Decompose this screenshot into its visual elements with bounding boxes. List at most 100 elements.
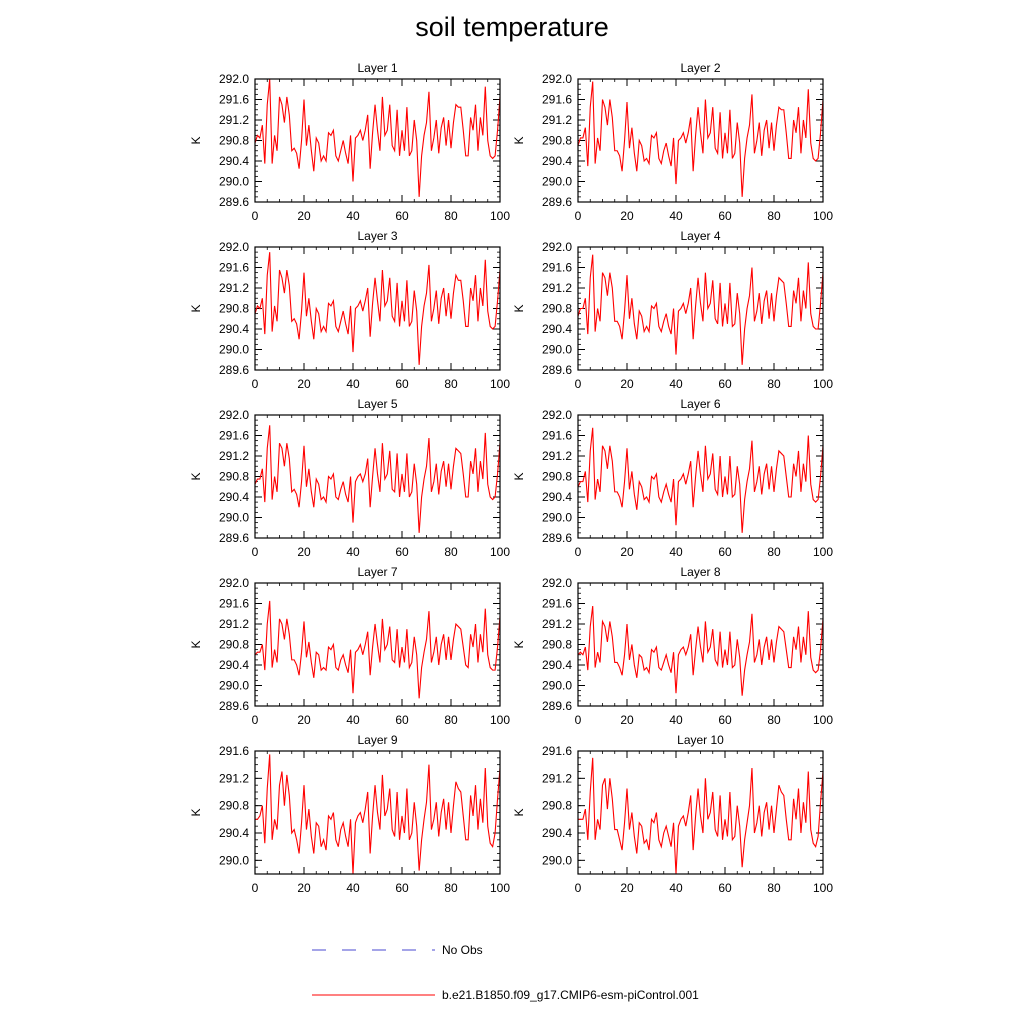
x-tick-label: 80 (767, 545, 781, 559)
y-tick-label: 290.0 (542, 343, 572, 357)
x-tick-label: 40 (669, 713, 683, 727)
x-tick-label: 60 (718, 545, 732, 559)
y-tick-label: 291.2 (219, 771, 249, 785)
plot-frame (254, 582, 501, 707)
y-tick-label: 290.0 (542, 511, 572, 525)
x-tick-label: 0 (575, 545, 582, 559)
y-axis-label: K (512, 472, 526, 480)
x-tick-label: 20 (297, 377, 311, 391)
x-tick-label: 20 (620, 713, 634, 727)
y-tick-label: 289.6 (542, 363, 572, 377)
panel-title: Layer 10 (677, 733, 724, 747)
y-axis-label: K (189, 808, 203, 816)
legend-label: b.e21.B1850.f09_g17.CMIP6-esm-piControl.… (442, 988, 699, 1002)
y-tick-label: 290.8 (219, 638, 249, 652)
series-line (577, 427, 824, 533)
x-tick-label: 80 (444, 713, 458, 727)
y-tick-label: 291.6 (219, 597, 249, 611)
y-tick-label: 291.6 (542, 93, 572, 107)
x-tick-label: 60 (718, 881, 732, 895)
panel-title: Layer 6 (680, 397, 720, 411)
x-tick-label: 80 (444, 545, 458, 559)
y-tick-label: 290.0 (219, 175, 249, 189)
y-tick-label: 291.2 (542, 113, 572, 127)
y-tick-label: 292.0 (542, 240, 572, 254)
x-tick-label: 40 (346, 377, 360, 391)
x-tick-label: 40 (346, 713, 360, 727)
y-tick-label: 290.0 (219, 511, 249, 525)
y-tick-label: 291.6 (542, 261, 572, 275)
y-tick-label: 291.2 (542, 617, 572, 631)
y-tick-label: 289.6 (542, 195, 572, 209)
x-tick-label: 100 (490, 545, 510, 559)
y-tick-label: 290.4 (542, 490, 572, 504)
y-tick-label: 291.6 (542, 597, 572, 611)
x-tick-label: 40 (669, 881, 683, 895)
y-tick-label: 292.0 (542, 408, 572, 422)
series-line (254, 252, 501, 365)
y-tick-label: 290.4 (542, 826, 572, 840)
y-tick-label: 290.4 (542, 322, 572, 336)
x-tick-label: 100 (813, 377, 833, 391)
panel-layer-10: 291.6 291.2 290.8 290.4 290.00 20 40 60 80 100 Lay… (512, 733, 833, 895)
plot-frame (254, 750, 501, 875)
x-tick-label: 20 (297, 545, 311, 559)
y-tick-label: 290.4 (219, 490, 249, 504)
x-tick-label: 40 (669, 209, 683, 223)
x-tick-label: 0 (252, 209, 259, 223)
x-tick-label: 80 (767, 881, 781, 895)
y-tick-label: 291.2 (542, 281, 572, 295)
y-tick-label: 289.6 (542, 699, 572, 713)
y-tick-label: 290.0 (542, 853, 572, 867)
y-axis-label: K (512, 136, 526, 144)
x-tick-label: 40 (669, 377, 683, 391)
y-axis-label: K (189, 136, 203, 144)
y-tick-label: 292.0 (219, 72, 249, 86)
y-axis-label: K (512, 304, 526, 312)
x-tick-label: 0 (252, 545, 259, 559)
series-line (577, 81, 824, 197)
x-tick-label: 60 (718, 713, 732, 727)
y-tick-label: 291.2 (219, 449, 249, 463)
y-tick-label: 290.4 (542, 658, 572, 672)
panel-title: Layer 2 (680, 61, 720, 75)
y-tick-label: 290.8 (542, 134, 572, 148)
panel-title: Layer 4 (680, 229, 720, 243)
plot-frame (577, 750, 824, 875)
x-tick-label: 0 (252, 713, 259, 727)
x-tick-label: 0 (575, 881, 582, 895)
plot-frame (577, 78, 824, 203)
plot-frame (254, 246, 501, 371)
y-tick-label: 292.0 (219, 240, 249, 254)
y-tick-label: 290.8 (219, 302, 249, 316)
plot-frame (577, 414, 824, 539)
y-tick-label: 292.0 (542, 576, 572, 590)
y-tick-label: 291.2 (542, 771, 572, 785)
x-tick-label: 20 (620, 377, 634, 391)
panel-title: Layer 8 (680, 565, 720, 579)
y-tick-label: 290.8 (219, 799, 249, 813)
x-tick-label: 20 (620, 881, 634, 895)
y-axis-label: K (189, 304, 203, 312)
y-tick-label: 289.6 (219, 363, 249, 377)
legend: No Obs b.e21.B1850.f09_g17.CMIP6-esm-piCo… (312, 943, 699, 1002)
x-tick-label: 80 (444, 881, 458, 895)
x-tick-label: 80 (444, 377, 458, 391)
series-line (254, 78, 501, 197)
y-tick-label: 290.0 (219, 679, 249, 693)
y-tick-label: 291.2 (219, 281, 249, 295)
y-tick-label: 291.6 (219, 429, 249, 443)
y-tick-label: 291.6 (542, 429, 572, 443)
x-tick-label: 20 (620, 209, 634, 223)
panel-layer-1: 292.0 291.6 291.2 290.8 290.4 290.0 289.60 20 40… (189, 61, 510, 223)
x-tick-label: 40 (346, 545, 360, 559)
panel-layer-7: 292.0 291.6 291.2 290.8 290.4 290.0 289.60 20 40… (189, 565, 510, 727)
series-line (577, 254, 824, 365)
y-tick-label: 291.6 (219, 93, 249, 107)
y-tick-label: 290.8 (542, 302, 572, 316)
x-tick-label: 0 (575, 377, 582, 391)
x-tick-label: 60 (718, 209, 732, 223)
panel-title: Layer 1 (357, 61, 397, 75)
y-axis-label: K (512, 640, 526, 648)
